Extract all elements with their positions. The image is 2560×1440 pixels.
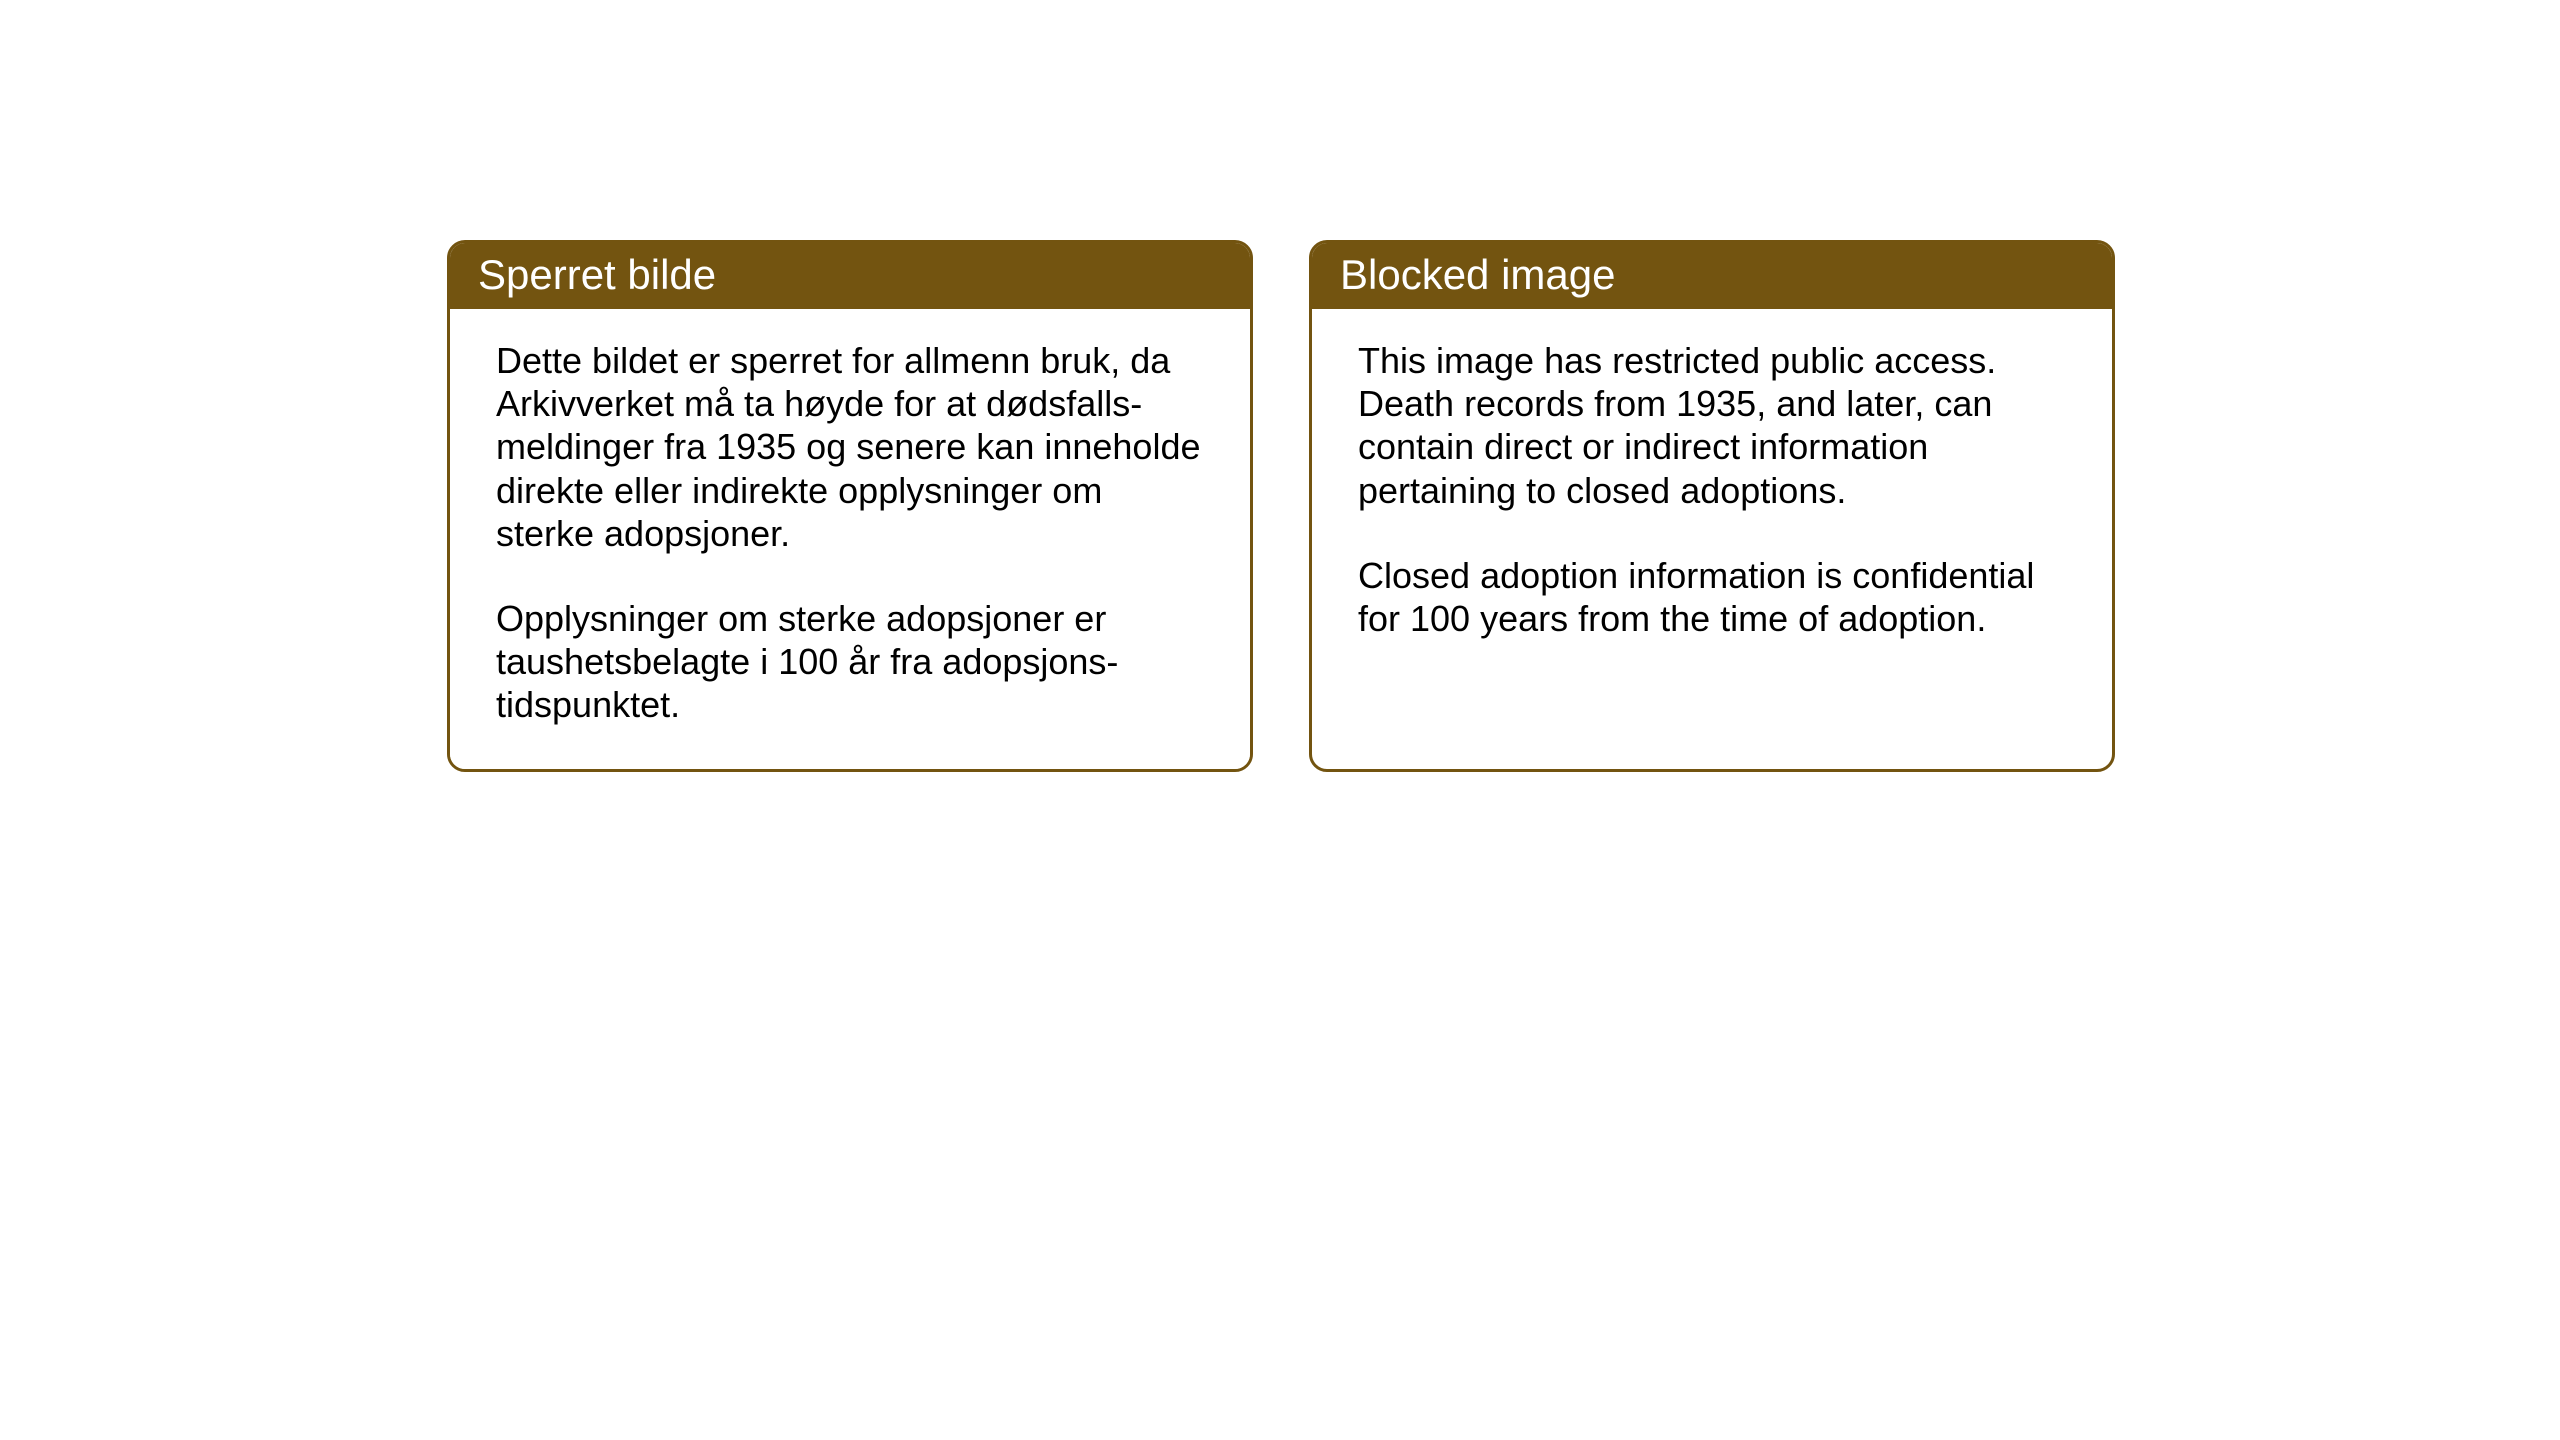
card-header-english: Blocked image (1312, 243, 2112, 309)
card-header-norwegian: Sperret bilde (450, 243, 1250, 309)
card-paragraph2-english: Closed adoption information is confident… (1358, 554, 2066, 640)
card-body-norwegian: Dette bildet er sperret for allmenn bruk… (450, 309, 1250, 769)
card-paragraph2-norwegian: Opplysninger om sterke adopsjoner er tau… (496, 597, 1204, 727)
card-title-norwegian: Sperret bilde (478, 251, 716, 298)
card-paragraph1-english: This image has restricted public access.… (1358, 339, 2066, 512)
card-body-english: This image has restricted public access.… (1312, 309, 2112, 739)
info-cards-container: Sperret bilde Dette bildet er sperret fo… (447, 240, 2115, 772)
card-paragraph1-norwegian: Dette bildet er sperret for allmenn bruk… (496, 339, 1204, 555)
card-title-english: Blocked image (1340, 251, 1615, 298)
info-card-english: Blocked image This image has restricted … (1309, 240, 2115, 772)
info-card-norwegian: Sperret bilde Dette bildet er sperret fo… (447, 240, 1253, 772)
